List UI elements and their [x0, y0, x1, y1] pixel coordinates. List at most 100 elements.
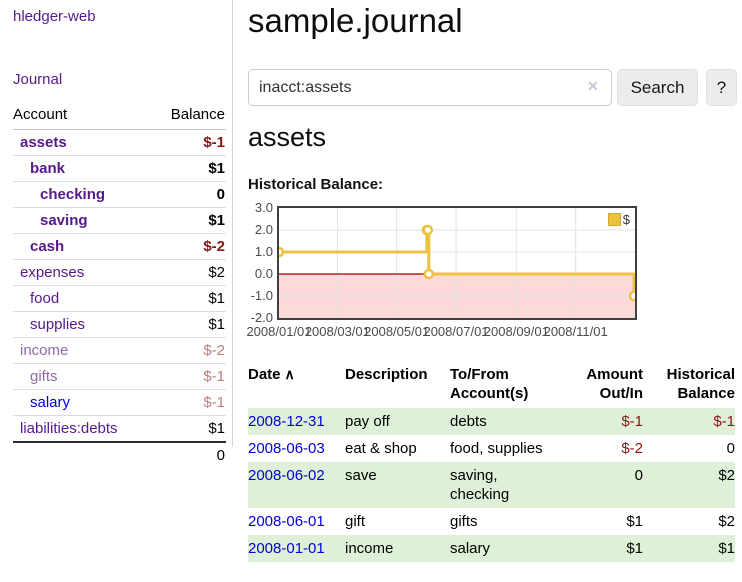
y-axis-tick-label: 3.0	[254, 200, 273, 215]
transaction-date-link[interactable]: 2008-12-31	[248, 413, 325, 430]
transaction-description-cell: income	[345, 540, 394, 557]
help-button[interactable]: ?	[706, 69, 737, 106]
sidebar: hledger-web Journal Account Balance asse…	[0, 0, 233, 464]
historical-balance-cell: $1	[718, 540, 735, 557]
account-balance: 0	[216, 186, 225, 203]
x-axis-tick-label: 2008/11/01	[543, 324, 608, 339]
transaction-accounts-cell: food, supplies	[450, 440, 543, 457]
x-axis-tick-label: 2008/03/01	[304, 324, 370, 339]
historical-balance-cell: $-1	[713, 413, 735, 430]
historical-balance-cell: 0	[726, 440, 735, 457]
balance-chart-plot: $	[277, 206, 637, 320]
y-axis-tick-label: 2.0	[254, 222, 273, 237]
sidebar-account-row: liabilities:debts $1	[13, 416, 226, 441]
total-balance: 0	[216, 447, 225, 464]
transaction-date-cell: 2008-01-01	[248, 535, 345, 562]
register-header-row: Date ∧ Description To/From Account(s) Amou…	[248, 363, 735, 408]
sidebar-item-journal[interactable]: Journal	[13, 71, 63, 88]
transaction-date-cell: 2008-06-02	[248, 462, 345, 508]
sidebar-account-link[interactable]: expenses	[20, 264, 85, 281]
transaction-date-link[interactable]: 2008-01-01	[248, 540, 325, 557]
sidebar-account-link[interactable]: supplies	[30, 316, 86, 333]
sidebar-account-link[interactable]: income	[20, 342, 69, 359]
sidebar-account-row: cash $-2	[13, 234, 226, 260]
sidebar-account-row: income $-2	[13, 338, 226, 364]
sidebar-account-link[interactable]: food	[30, 290, 60, 307]
account-balance: $1	[208, 290, 225, 307]
historical-balance-cell: $2	[718, 513, 735, 530]
y-axis-tick-label: 0.0	[254, 266, 273, 281]
search-button[interactable]: Search	[617, 69, 698, 106]
account-balance: $1	[208, 420, 225, 437]
sidebar-account-row: bank $1	[13, 156, 226, 182]
chart-heading: Historical Balance:	[248, 176, 384, 193]
transaction-accounts-cell: salary	[450, 540, 491, 557]
transaction-amount-cell: $-1	[621, 413, 643, 430]
historical-balance-column-header: Historical Balance	[666, 366, 735, 402]
tofrom-column-header: To/From Account(s)	[450, 366, 529, 402]
x-axis-tick-label: 2008/05/01	[364, 324, 430, 339]
x-axis-tick-label: 2008/09/01	[483, 324, 549, 339]
register-row: 2008-01-01 income salary $1 $1	[248, 535, 735, 562]
sidebar-account-rows: assets $-1 bank $1 checking 0 saving $1 cash $-2 e…	[13, 130, 226, 441]
transaction-amount-cell: $1	[626, 540, 643, 557]
sidebar-account-row: gifts $-1	[13, 364, 226, 390]
transaction-amount-cell: $1	[626, 513, 643, 530]
description-column-header: Description	[345, 366, 428, 383]
main-content: sample.journal ✕ Search ? assets Histori…	[246, 0, 742, 582]
sidebar-account-link[interactable]: bank	[30, 160, 66, 177]
legend-label: $	[622, 212, 630, 227]
transaction-amount-cell: 0	[634, 467, 643, 484]
account-balance: $1	[208, 316, 225, 333]
transaction-date-link[interactable]: 2008-06-03	[248, 440, 325, 457]
transaction-accounts-cell: debts	[450, 413, 487, 430]
sidebar-account-link[interactable]: liabilities:debts	[20, 420, 118, 437]
register-table: Date ∧ Description To/From Account(s) Amou…	[248, 363, 735, 562]
chart-legend: $	[607, 212, 630, 227]
transaction-description-cell: gift	[345, 513, 366, 530]
balance-step-line	[279, 208, 635, 318]
transaction-date-link[interactable]: 2008-06-02	[248, 467, 325, 484]
register-row: 2008-12-31 pay off debts $-1 $-1	[248, 408, 735, 435]
sidebar-account-row: salary $-1	[13, 390, 226, 416]
sidebar-account-link[interactable]: assets	[20, 134, 67, 151]
account-balance: $-2	[203, 342, 225, 359]
transaction-date-link[interactable]: 2008-06-01	[248, 513, 325, 530]
account-heading: assets	[248, 122, 327, 152]
sidebar-account-link[interactable]: cash	[30, 238, 65, 255]
account-balance-table: Account Balance assets $-1 bank $1 checking 0…	[13, 101, 226, 468]
account-balance: $2	[208, 264, 225, 281]
account-balance: $1	[208, 212, 225, 229]
account-column-header: Account	[13, 106, 68, 123]
app-title-link[interactable]: hledger-web	[13, 8, 96, 25]
register-row: 2008-06-01 gift gifts $1 $2	[248, 508, 735, 535]
sidebar-account-row: saving $1	[13, 208, 226, 234]
account-balance: $1	[208, 160, 225, 177]
transaction-accounts-cell: gifts	[450, 513, 478, 530]
sidebar-account-link[interactable]: gifts	[30, 368, 58, 385]
transaction-date-cell: 2008-12-31	[248, 408, 345, 435]
search-input[interactable]	[248, 69, 612, 106]
sidebar-account-row: food $1	[13, 286, 226, 312]
register-row: 2008-06-02 save saving, checking 0 $2	[248, 462, 735, 508]
x-axis-tick-label: 2008/01/01	[246, 324, 312, 339]
date-column-header[interactable]: Date ∧	[248, 366, 295, 383]
page-title: sample.journal	[248, 2, 463, 39]
sidebar-account-row: expenses $2	[13, 260, 226, 286]
clear-search-icon[interactable]: ✕	[587, 78, 599, 94]
balance-column-header: Balance	[170, 106, 225, 123]
transaction-amount-cell: $-2	[621, 440, 643, 457]
sidebar-account-link[interactable]: salary	[30, 394, 71, 411]
account-balance: $-2	[203, 238, 225, 255]
sidebar-account-link[interactable]: checking	[40, 186, 106, 203]
sidebar-account-row: supplies $1	[13, 312, 226, 338]
transaction-date-cell: 2008-06-01	[248, 508, 345, 535]
account-balance: $-1	[203, 134, 225, 151]
legend-swatch-icon	[607, 213, 621, 226]
sidebar-account-link[interactable]: saving	[40, 212, 88, 229]
x-axis-tick-label: 2008/07/01	[423, 324, 489, 339]
transaction-description-cell: eat & shop	[345, 440, 417, 457]
account-total-row: 0	[13, 441, 226, 468]
amount-column-header: Amount Out/In	[586, 366, 643, 402]
register-row: 2008-06-03 eat & shop food, supplies $-2 0	[248, 435, 735, 462]
